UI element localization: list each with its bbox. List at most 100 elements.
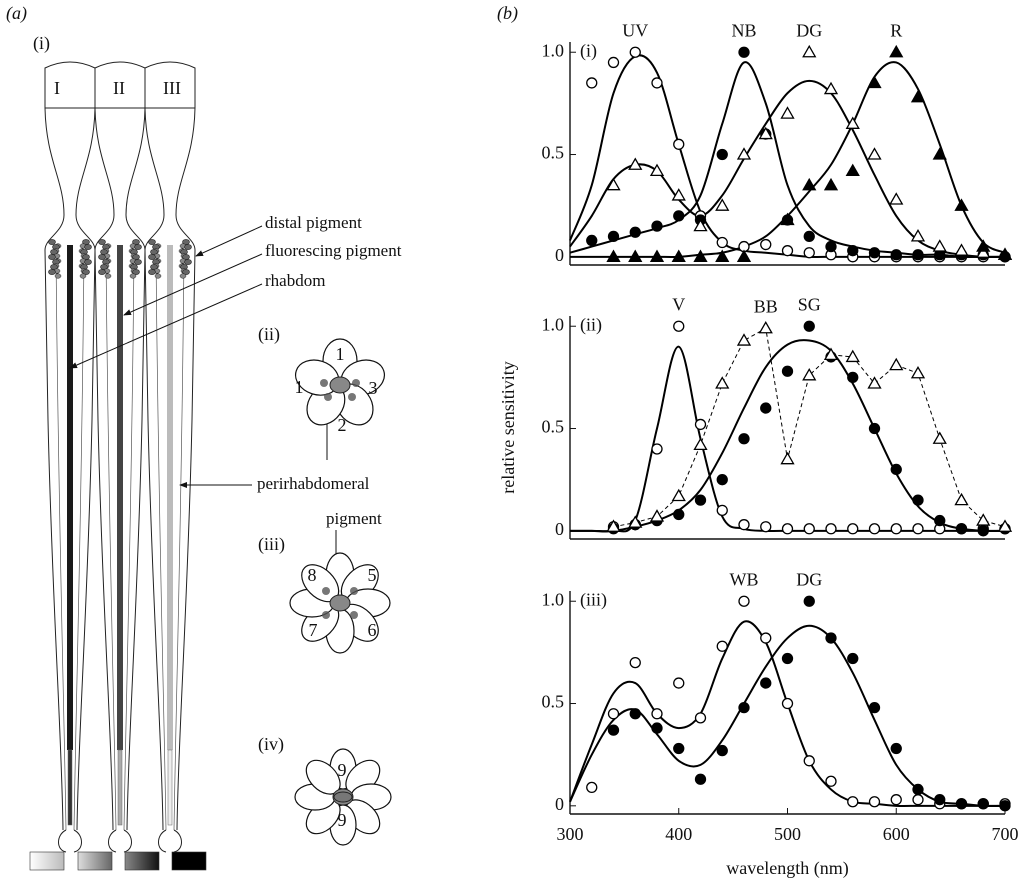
pigment-granule (132, 269, 140, 275)
data-point (825, 632, 837, 644)
data-point (954, 198, 969, 211)
cross-sections (289, 338, 392, 846)
data-point (715, 376, 730, 389)
cell-number: 6 (368, 620, 377, 640)
data-point (803, 755, 815, 767)
cell-number: 2 (338, 415, 347, 435)
data-point (693, 437, 708, 451)
fit-curve (570, 345, 1005, 533)
arrow (69, 283, 263, 369)
data-point (825, 523, 837, 535)
data-point (651, 77, 663, 89)
data-point (803, 247, 815, 259)
facet-label: II (113, 78, 125, 98)
data-point (586, 781, 598, 794)
data-point (738, 433, 750, 445)
series-label: DG (796, 20, 822, 40)
data-point (629, 226, 641, 238)
filter-box (77, 851, 113, 871)
data-point (607, 230, 620, 243)
pigment-granule (54, 273, 62, 279)
data-point (738, 519, 750, 531)
data-point (781, 365, 794, 377)
data-point (780, 212, 795, 226)
data-point (671, 249, 686, 262)
cell-number: 8 (308, 565, 317, 585)
y-tick-label: 1.0 (542, 589, 565, 609)
data-point (802, 368, 817, 381)
x-tick-label: 400 (665, 824, 692, 844)
data-point (977, 798, 989, 810)
facet (144, 61, 196, 108)
data-point (628, 515, 643, 528)
data-point (890, 742, 902, 755)
data-point (781, 523, 794, 535)
y-tick-label: 0 (555, 245, 564, 265)
data-point (825, 240, 837, 253)
data-point (890, 249, 902, 261)
data-point (649, 163, 665, 177)
y-axis-label: relative sensitivity (498, 361, 518, 493)
pigment-granule (179, 273, 187, 279)
cell-number: 5 (368, 565, 377, 585)
data-point (758, 320, 773, 334)
rhabdom (67, 245, 73, 750)
panel-label: (b) (497, 3, 518, 24)
data-point (934, 514, 946, 527)
data-point (868, 247, 881, 259)
cell-outline (55, 249, 85, 831)
pigment-granule (148, 239, 156, 245)
rhabdom (167, 245, 173, 750)
data-point (606, 177, 621, 191)
data-point (673, 742, 685, 755)
chart-label: (iii) (580, 589, 607, 610)
data-point (802, 44, 817, 58)
pigment-spot (352, 379, 360, 387)
data-point (781, 652, 794, 665)
chart-label: (i) (580, 40, 597, 61)
pigment-granule (79, 273, 87, 279)
data-point (651, 708, 663, 720)
rhabdom-tip (117, 749, 123, 826)
data-point (845, 163, 860, 177)
data-point (845, 116, 860, 129)
data-point (932, 431, 947, 444)
arrow (195, 225, 263, 257)
data-point (716, 640, 728, 652)
series-label: NB (731, 20, 756, 40)
pigment-granule (98, 254, 106, 260)
y-tick-label: 0 (555, 794, 564, 814)
data-point (845, 349, 860, 363)
y-tick-label: 0.5 (542, 692, 565, 712)
pigment-spot (350, 611, 358, 619)
data-point (890, 794, 902, 806)
data-point (932, 239, 947, 252)
annotation: pigment (326, 509, 382, 528)
pigment-spot (348, 393, 356, 401)
pigment-granule (129, 273, 137, 279)
data-point (997, 247, 1013, 260)
pigment-granule (154, 273, 162, 279)
data-point (760, 238, 772, 251)
data-point (823, 347, 839, 361)
series-label: SG (798, 294, 821, 314)
y-tick-label: 0 (555, 519, 564, 539)
data-point (976, 245, 991, 258)
data-point (868, 422, 881, 435)
x-axis-label: wavelength (nm) (726, 858, 848, 879)
data-point (651, 443, 663, 455)
pigment-granule (148, 254, 156, 260)
data-point (847, 245, 859, 257)
data-point (802, 177, 817, 191)
data-point (976, 513, 991, 526)
data-point (673, 210, 685, 222)
data-point (694, 712, 707, 724)
data-point (629, 656, 641, 669)
data-point (649, 509, 665, 522)
cone (44, 107, 96, 831)
facet (44, 61, 96, 108)
series-label: BB (754, 296, 778, 316)
data-point (736, 333, 752, 346)
data-point (847, 796, 859, 808)
pigment-spot (322, 587, 330, 595)
